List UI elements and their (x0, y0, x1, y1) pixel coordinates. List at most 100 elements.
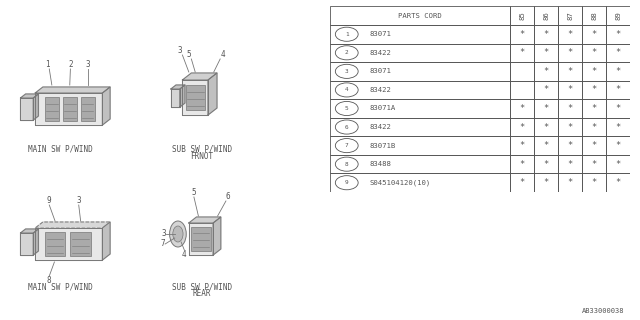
Text: 83422: 83422 (369, 124, 391, 130)
Bar (558, 44, 582, 62)
Bar (510, 136, 534, 155)
Text: *: * (544, 160, 549, 169)
Polygon shape (180, 85, 185, 107)
Text: 5: 5 (345, 106, 349, 111)
Text: 4: 4 (345, 87, 349, 92)
Polygon shape (20, 94, 38, 98)
Bar (558, 118, 582, 136)
Text: 9: 9 (345, 180, 349, 185)
Text: *: * (544, 30, 549, 39)
Bar (558, 6, 582, 25)
Text: 87: 87 (568, 11, 573, 20)
Bar (606, 173, 630, 192)
Text: 3: 3 (85, 60, 90, 69)
Polygon shape (33, 229, 38, 255)
Bar (534, 155, 558, 173)
Bar (45, 232, 65, 256)
Text: *: * (592, 67, 597, 76)
Bar (534, 81, 558, 99)
Bar (606, 25, 630, 44)
Text: 8: 8 (47, 276, 52, 285)
Text: 89: 89 (616, 11, 621, 20)
Polygon shape (35, 228, 102, 260)
Text: *: * (592, 178, 597, 187)
Text: 3: 3 (178, 46, 182, 55)
Text: *: * (520, 123, 525, 132)
Text: *: * (616, 160, 621, 169)
Polygon shape (189, 217, 221, 223)
Text: S045104120(10): S045104120(10) (369, 180, 431, 186)
Text: SUB SW P/WIND: SUB SW P/WIND (172, 145, 232, 154)
Text: *: * (592, 141, 597, 150)
Text: 83488: 83488 (369, 161, 391, 167)
Bar (330, 81, 510, 99)
Polygon shape (102, 87, 110, 125)
Polygon shape (33, 94, 38, 120)
Bar (582, 81, 606, 99)
Text: 9: 9 (47, 196, 52, 205)
Polygon shape (20, 98, 33, 120)
Text: 6: 6 (345, 124, 349, 130)
Text: 2: 2 (68, 60, 73, 69)
Text: *: * (520, 141, 525, 150)
Bar (534, 136, 558, 155)
Bar (558, 62, 582, 81)
Text: *: * (520, 160, 525, 169)
Bar (558, 99, 582, 118)
Text: *: * (616, 30, 621, 39)
Text: *: * (616, 178, 621, 187)
Text: *: * (568, 85, 573, 94)
Text: 4: 4 (182, 250, 187, 259)
Bar (186, 85, 205, 110)
Polygon shape (20, 233, 33, 255)
Text: *: * (592, 160, 597, 169)
Bar (330, 173, 510, 192)
Text: 83422: 83422 (369, 50, 391, 56)
Text: *: * (616, 141, 621, 150)
Polygon shape (20, 229, 38, 233)
Bar (510, 155, 534, 173)
Polygon shape (171, 85, 185, 89)
Bar (606, 62, 630, 81)
Text: *: * (520, 30, 525, 39)
Text: 3: 3 (345, 69, 349, 74)
Text: *: * (616, 48, 621, 57)
Bar (534, 6, 558, 25)
Bar (534, 62, 558, 81)
Bar (582, 155, 606, 173)
Bar (81, 97, 95, 121)
Text: *: * (520, 48, 525, 57)
Bar (330, 6, 510, 25)
Text: 88: 88 (591, 11, 597, 20)
Bar (582, 6, 606, 25)
Bar (510, 173, 534, 192)
Text: *: * (568, 160, 573, 169)
Bar (510, 62, 534, 81)
Text: *: * (616, 123, 621, 132)
Text: 5: 5 (187, 50, 191, 59)
Bar (582, 99, 606, 118)
Text: PARTS CORD: PARTS CORD (399, 13, 442, 19)
Bar (330, 25, 510, 44)
Text: *: * (568, 48, 573, 57)
Polygon shape (35, 93, 102, 125)
Text: 4: 4 (220, 50, 225, 59)
Bar (330, 155, 510, 173)
Polygon shape (213, 217, 221, 255)
Bar (582, 136, 606, 155)
Polygon shape (182, 73, 217, 80)
Bar (330, 62, 510, 81)
Bar (582, 173, 606, 192)
Bar (606, 99, 630, 118)
Polygon shape (35, 222, 110, 228)
Text: 83071: 83071 (369, 31, 391, 37)
Text: MAIN SW P/WIND: MAIN SW P/WIND (28, 282, 93, 291)
Bar (45, 97, 59, 121)
Text: *: * (616, 104, 621, 113)
Bar (606, 155, 630, 173)
Bar (558, 173, 582, 192)
Text: 7: 7 (345, 143, 349, 148)
Bar (510, 81, 534, 99)
Text: *: * (616, 85, 621, 94)
Bar (558, 25, 582, 44)
